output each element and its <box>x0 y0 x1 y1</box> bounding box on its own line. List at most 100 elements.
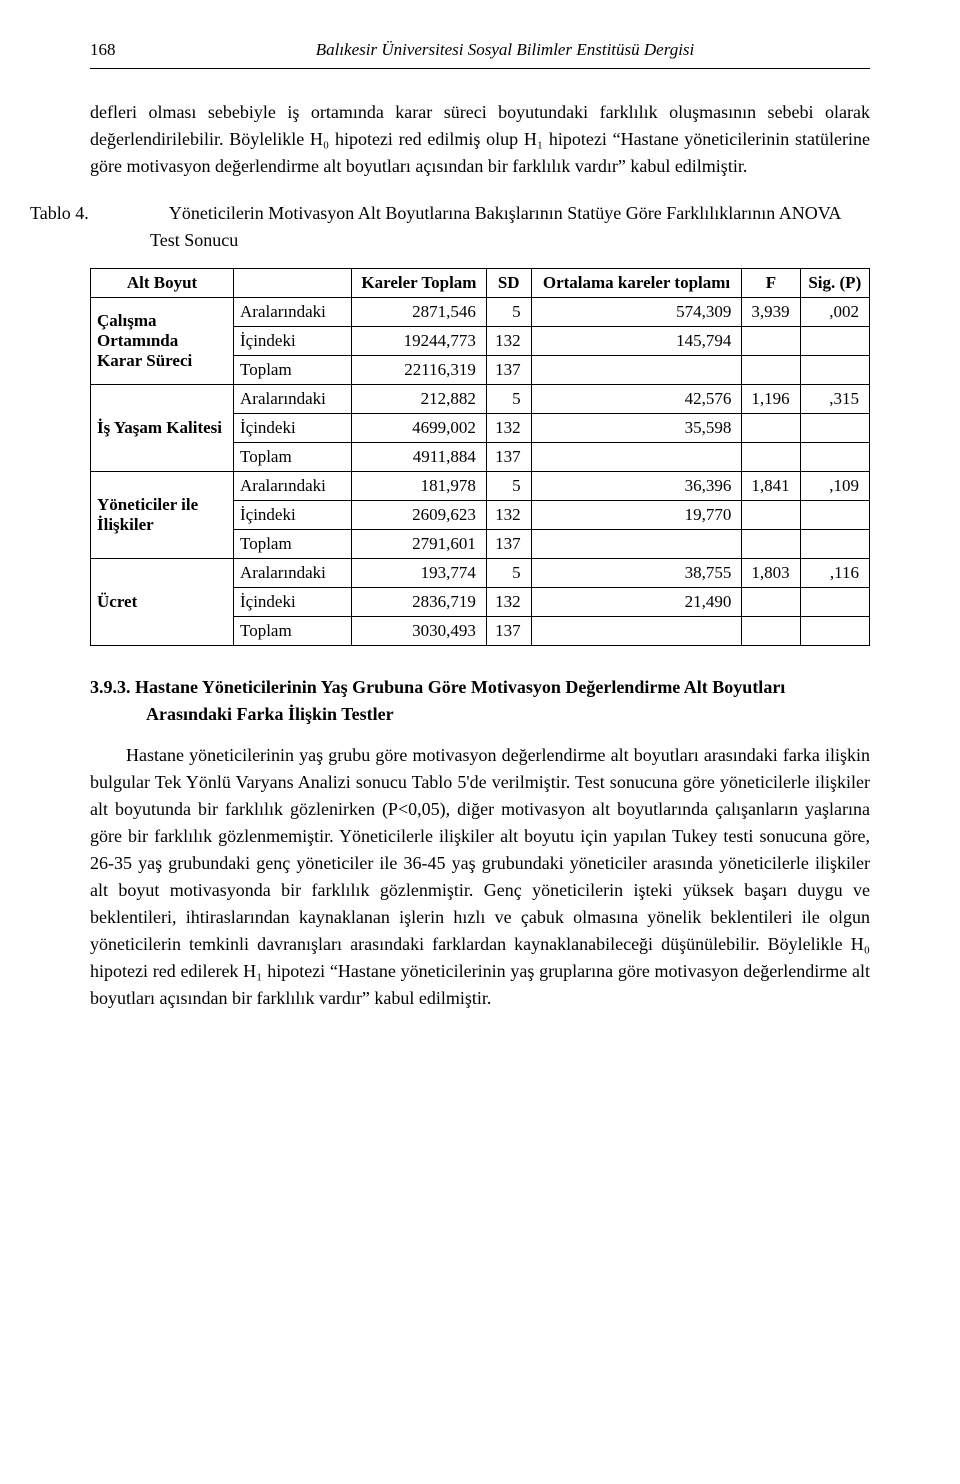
cell-sd: 132 <box>486 501 531 530</box>
cell-kt: 2836,719 <box>352 588 487 617</box>
col-sig: Sig. (P) <box>800 269 869 298</box>
table-row: Çalışma Ortamında Karar SüreciAralarında… <box>91 298 870 327</box>
row-group-label: Ücret <box>91 559 234 646</box>
cell-okt: 19,770 <box>531 501 742 530</box>
cell-p <box>800 530 869 559</box>
paragraph-body: Hastane yöneticilerinin yaş grubu göre m… <box>90 742 870 1012</box>
cell-sd: 137 <box>486 443 531 472</box>
cell-kt: 3030,493 <box>352 617 487 646</box>
cell-p: ,002 <box>800 298 869 327</box>
cell-okt: 42,576 <box>531 385 742 414</box>
cell-kt: 2791,601 <box>352 530 487 559</box>
table-caption-label: Tablo 4. <box>90 200 165 227</box>
cell-p <box>800 588 869 617</box>
cell-p <box>800 356 869 385</box>
cell-source: Aralarındaki <box>234 385 352 414</box>
cell-okt: 574,309 <box>531 298 742 327</box>
cell-f <box>742 530 800 559</box>
cell-source: İçindeki <box>234 327 352 356</box>
cell-f: 3,939 <box>742 298 800 327</box>
header-rule <box>90 68 870 69</box>
col-source <box>234 269 352 298</box>
section-heading: 3.9.3. Hastane Yöneticilerinin Yaş Grubu… <box>146 674 870 728</box>
cell-okt <box>531 530 742 559</box>
cell-source: Aralarındaki <box>234 472 352 501</box>
cell-okt <box>531 617 742 646</box>
cell-kt: 193,774 <box>352 559 487 588</box>
page-number: 168 <box>90 40 140 60</box>
table-header-row: Alt Boyut Kareler Toplam SD Ortalama kar… <box>91 269 870 298</box>
cell-sd: 5 <box>486 559 531 588</box>
cell-p <box>800 501 869 530</box>
cell-kt: 181,978 <box>352 472 487 501</box>
cell-p: ,315 <box>800 385 869 414</box>
col-ort-kareler: Ortalama kareler toplamı <box>531 269 742 298</box>
cell-okt: 38,755 <box>531 559 742 588</box>
cell-sd: 132 <box>486 588 531 617</box>
cell-okt: 21,490 <box>531 588 742 617</box>
cell-f: 1,196 <box>742 385 800 414</box>
cell-p: ,116 <box>800 559 869 588</box>
section-number: 3.9.3. <box>90 677 131 697</box>
cell-kt: 2871,546 <box>352 298 487 327</box>
cell-p <box>800 414 869 443</box>
cell-p <box>800 617 869 646</box>
table-row: ÜcretAralarındaki193,774538,7551,803,116 <box>91 559 870 588</box>
running-header: 168 Balıkesir Üniversitesi Sosyal Biliml… <box>90 40 870 60</box>
cell-sd: 5 <box>486 472 531 501</box>
cell-kt: 4699,002 <box>352 414 487 443</box>
cell-f <box>742 588 800 617</box>
cell-f <box>742 617 800 646</box>
cell-sd: 132 <box>486 327 531 356</box>
cell-source: İçindeki <box>234 588 352 617</box>
cell-source: İçindeki <box>234 414 352 443</box>
cell-f <box>742 356 800 385</box>
col-alt-boyut: Alt Boyut <box>91 269 234 298</box>
row-group-label: İş Yaşam Kalitesi <box>91 385 234 472</box>
anova-table: Alt Boyut Kareler Toplam SD Ortalama kar… <box>90 268 870 646</box>
cell-f: 1,803 <box>742 559 800 588</box>
cell-sd: 137 <box>486 617 531 646</box>
table-row: Yöneticiler ile İlişkilerAralarındaki181… <box>91 472 870 501</box>
cell-f <box>742 501 800 530</box>
cell-f: 1,841 <box>742 472 800 501</box>
cell-okt: 36,396 <box>531 472 742 501</box>
cell-kt: 19244,773 <box>352 327 487 356</box>
cell-f <box>742 443 800 472</box>
cell-kt: 4911,884 <box>352 443 487 472</box>
cell-source: İçindeki <box>234 501 352 530</box>
cell-p <box>800 443 869 472</box>
cell-source: Toplam <box>234 617 352 646</box>
cell-kt: 212,882 <box>352 385 487 414</box>
cell-sd: 137 <box>486 356 531 385</box>
table-body: Çalışma Ortamında Karar SüreciAralarında… <box>91 298 870 646</box>
cell-kt: 22116,319 <box>352 356 487 385</box>
row-group-label: Çalışma Ortamında Karar Süreci <box>91 298 234 385</box>
cell-source: Toplam <box>234 356 352 385</box>
cell-okt: 145,794 <box>531 327 742 356</box>
cell-okt <box>531 443 742 472</box>
cell-sd: 5 <box>486 298 531 327</box>
cell-okt: 35,598 <box>531 414 742 443</box>
cell-sd: 132 <box>486 414 531 443</box>
paragraph-intro: defleri olması sebebiyle iş ortamında ka… <box>90 99 870 180</box>
cell-source: Toplam <box>234 443 352 472</box>
cell-p: ,109 <box>800 472 869 501</box>
cell-source: Aralarındaki <box>234 559 352 588</box>
cell-source: Toplam <box>234 530 352 559</box>
cell-f <box>742 414 800 443</box>
cell-sd: 137 <box>486 530 531 559</box>
table-row: İş Yaşam KalitesiAralarındaki212,882542,… <box>91 385 870 414</box>
page: 168 Balıkesir Üniversitesi Sosyal Biliml… <box>0 0 960 1484</box>
section-title: Hastane Yöneticilerinin Yaş Grubuna Göre… <box>135 677 785 724</box>
table-caption: Tablo 4. Yöneticilerin Motivasyon Alt Bo… <box>150 200 870 254</box>
row-group-label: Yöneticiler ile İlişkiler <box>91 472 234 559</box>
running-title: Balıkesir Üniversitesi Sosyal Bilimler E… <box>140 40 870 60</box>
cell-source: Aralarındaki <box>234 298 352 327</box>
cell-f <box>742 327 800 356</box>
cell-kt: 2609,623 <box>352 501 487 530</box>
col-kareler-toplam: Kareler Toplam <box>352 269 487 298</box>
table-caption-text: Yöneticilerin Motivasyon Alt Boyutlarına… <box>150 203 840 250</box>
col-sd: SD <box>486 269 531 298</box>
col-f: F <box>742 269 800 298</box>
